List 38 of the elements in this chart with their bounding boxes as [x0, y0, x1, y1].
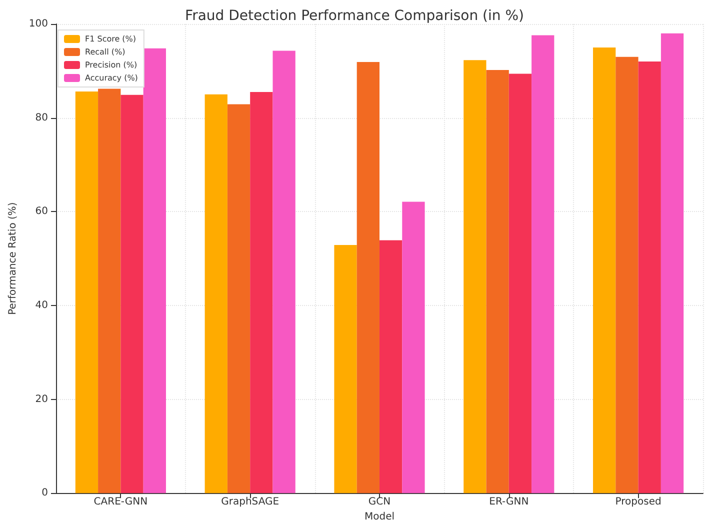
bar — [356, 62, 380, 494]
x-axis-title: Model — [364, 512, 395, 522]
bar — [204, 94, 228, 494]
bar — [120, 94, 144, 494]
x-tick-label: ER-GNN — [489, 496, 529, 508]
bar — [250, 92, 273, 494]
bar — [638, 62, 661, 494]
bar — [593, 47, 616, 494]
bar — [464, 60, 486, 494]
x-tick-label: GraphSAGE — [221, 496, 280, 508]
y-tick-label: 0 — [42, 488, 48, 499]
bar — [402, 202, 425, 494]
x-tick-label: Proposed — [615, 496, 662, 508]
bar — [379, 240, 402, 494]
bar — [508, 74, 532, 494]
legend-label: Precision (%) — [85, 60, 138, 70]
legend-label: Accuracy (%) — [85, 74, 138, 82]
bar — [143, 48, 166, 494]
bar — [75, 92, 98, 494]
bar — [227, 104, 250, 494]
legend-label: Recall (%) — [85, 48, 126, 56]
y-tick-label: 20 — [35, 394, 48, 405]
bar — [532, 35, 554, 494]
bar — [616, 56, 638, 494]
x-tick-label: CARE-GNN — [94, 496, 148, 508]
bar — [334, 244, 357, 494]
y-tick-label: 40 — [35, 300, 48, 311]
bar — [660, 33, 684, 494]
chart-title: Fraud Detection Performance Comparison (in %) — [185, 8, 524, 24]
legend-label: F1 Score (%) — [85, 34, 136, 44]
y-tick-label: 100 — [28, 18, 48, 30]
y-tick-label: 60 — [35, 206, 48, 218]
y-tick-label: 80 — [35, 112, 48, 124]
x-tick-label: GCN — [368, 496, 391, 508]
y-axis-title: Performance Ratio (%) — [8, 202, 18, 315]
bar — [98, 88, 121, 494]
bar — [486, 70, 509, 494]
bar — [272, 50, 296, 494]
